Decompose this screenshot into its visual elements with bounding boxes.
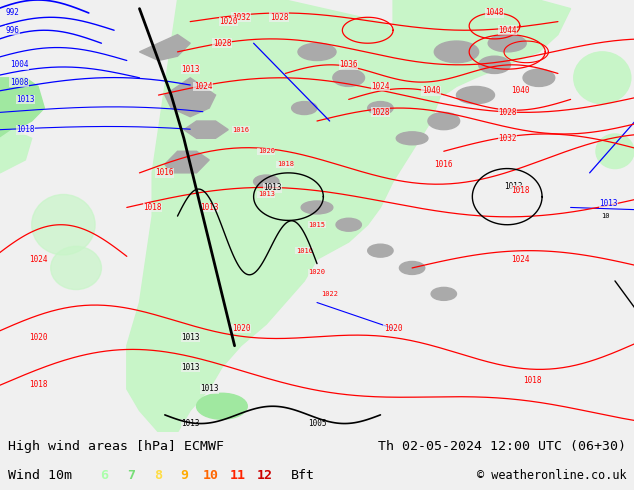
- Text: 1016: 1016: [296, 247, 313, 254]
- Ellipse shape: [336, 218, 361, 231]
- Polygon shape: [165, 151, 209, 173]
- Ellipse shape: [197, 393, 247, 419]
- Text: 1020: 1020: [258, 148, 275, 154]
- Text: 9: 9: [181, 469, 188, 482]
- Text: 1018: 1018: [16, 125, 35, 134]
- Ellipse shape: [574, 52, 631, 104]
- Ellipse shape: [254, 175, 279, 188]
- Text: 1013: 1013: [181, 333, 200, 342]
- Ellipse shape: [456, 86, 495, 104]
- Text: 1032: 1032: [498, 134, 517, 143]
- Text: 6: 6: [101, 469, 108, 482]
- Ellipse shape: [333, 69, 365, 86]
- Text: 1015: 1015: [309, 222, 325, 228]
- Polygon shape: [0, 130, 32, 173]
- Text: 1048: 1048: [485, 8, 504, 18]
- Polygon shape: [0, 78, 44, 138]
- Ellipse shape: [32, 195, 95, 255]
- Text: 7: 7: [127, 469, 135, 482]
- Text: 1018: 1018: [29, 380, 48, 389]
- Ellipse shape: [301, 201, 333, 214]
- Text: 1013: 1013: [200, 385, 219, 393]
- Text: 1004: 1004: [10, 60, 29, 69]
- Text: 1028: 1028: [269, 13, 288, 22]
- Ellipse shape: [399, 262, 425, 274]
- Text: 1044: 1044: [498, 26, 517, 35]
- Ellipse shape: [596, 134, 634, 169]
- Ellipse shape: [396, 132, 428, 145]
- Text: 1018: 1018: [143, 203, 162, 212]
- Text: 10: 10: [203, 469, 219, 482]
- Text: 1013: 1013: [258, 192, 275, 197]
- Ellipse shape: [368, 101, 393, 115]
- Polygon shape: [393, 0, 571, 95]
- Text: High wind areas [hPa] ECMWF: High wind areas [hPa] ECMWF: [8, 440, 224, 453]
- Text: 1008: 1008: [10, 77, 29, 87]
- Text: 1013: 1013: [200, 203, 219, 212]
- Text: 1018: 1018: [510, 186, 529, 195]
- Ellipse shape: [431, 288, 456, 300]
- Text: Bft: Bft: [291, 469, 315, 482]
- Text: © weatheronline.co.uk: © weatheronline.co.uk: [477, 469, 626, 482]
- Ellipse shape: [368, 244, 393, 257]
- Text: 1024: 1024: [29, 255, 48, 264]
- Text: 12: 12: [256, 469, 273, 482]
- Text: 1013: 1013: [16, 95, 35, 104]
- Text: 1024: 1024: [371, 82, 390, 91]
- Text: 11: 11: [230, 469, 246, 482]
- Ellipse shape: [479, 56, 510, 74]
- Text: Wind 10m: Wind 10m: [8, 469, 72, 482]
- Text: Th 02-05-2024 12:00 UTC (06+30): Th 02-05-2024 12:00 UTC (06+30): [378, 440, 626, 453]
- Ellipse shape: [434, 41, 479, 63]
- Text: 1016: 1016: [155, 169, 174, 177]
- Ellipse shape: [488, 35, 526, 52]
- Text: 1028: 1028: [498, 108, 517, 117]
- Polygon shape: [127, 0, 444, 432]
- Text: 10: 10: [601, 213, 610, 219]
- Text: 1036: 1036: [339, 60, 358, 69]
- Text: 1028: 1028: [212, 39, 231, 48]
- Polygon shape: [139, 35, 190, 60]
- Text: 1020: 1020: [384, 324, 403, 333]
- Text: 1016: 1016: [434, 160, 453, 169]
- Text: 996: 996: [6, 26, 20, 35]
- Text: 1024: 1024: [193, 82, 212, 91]
- Text: 1028: 1028: [371, 108, 390, 117]
- Ellipse shape: [51, 246, 101, 290]
- Ellipse shape: [523, 69, 555, 86]
- Polygon shape: [184, 121, 228, 138]
- Text: 1022: 1022: [321, 291, 338, 297]
- Ellipse shape: [292, 101, 317, 115]
- Text: 1013: 1013: [504, 182, 523, 191]
- Text: 1020: 1020: [231, 324, 250, 333]
- Text: 1024: 1024: [510, 255, 529, 264]
- Text: 1018: 1018: [277, 161, 294, 167]
- Polygon shape: [165, 78, 216, 117]
- Text: 1013: 1013: [181, 419, 200, 428]
- Text: 992: 992: [6, 8, 20, 18]
- Text: 1020: 1020: [219, 17, 238, 26]
- Text: 1016: 1016: [233, 126, 249, 133]
- Text: 1020: 1020: [309, 270, 325, 275]
- Text: 1032: 1032: [231, 13, 250, 22]
- Text: 1020: 1020: [29, 333, 48, 342]
- Text: 1040: 1040: [422, 86, 441, 95]
- Text: 1013: 1013: [181, 363, 200, 372]
- Text: 1018: 1018: [523, 376, 542, 385]
- Text: 1013: 1013: [181, 65, 200, 74]
- Ellipse shape: [298, 43, 336, 60]
- Text: 8: 8: [154, 469, 162, 482]
- Ellipse shape: [428, 112, 460, 130]
- Text: 1013: 1013: [263, 183, 282, 193]
- Text: 1005: 1005: [307, 419, 327, 428]
- Text: 1040: 1040: [510, 86, 529, 95]
- Text: 1013: 1013: [599, 198, 618, 208]
